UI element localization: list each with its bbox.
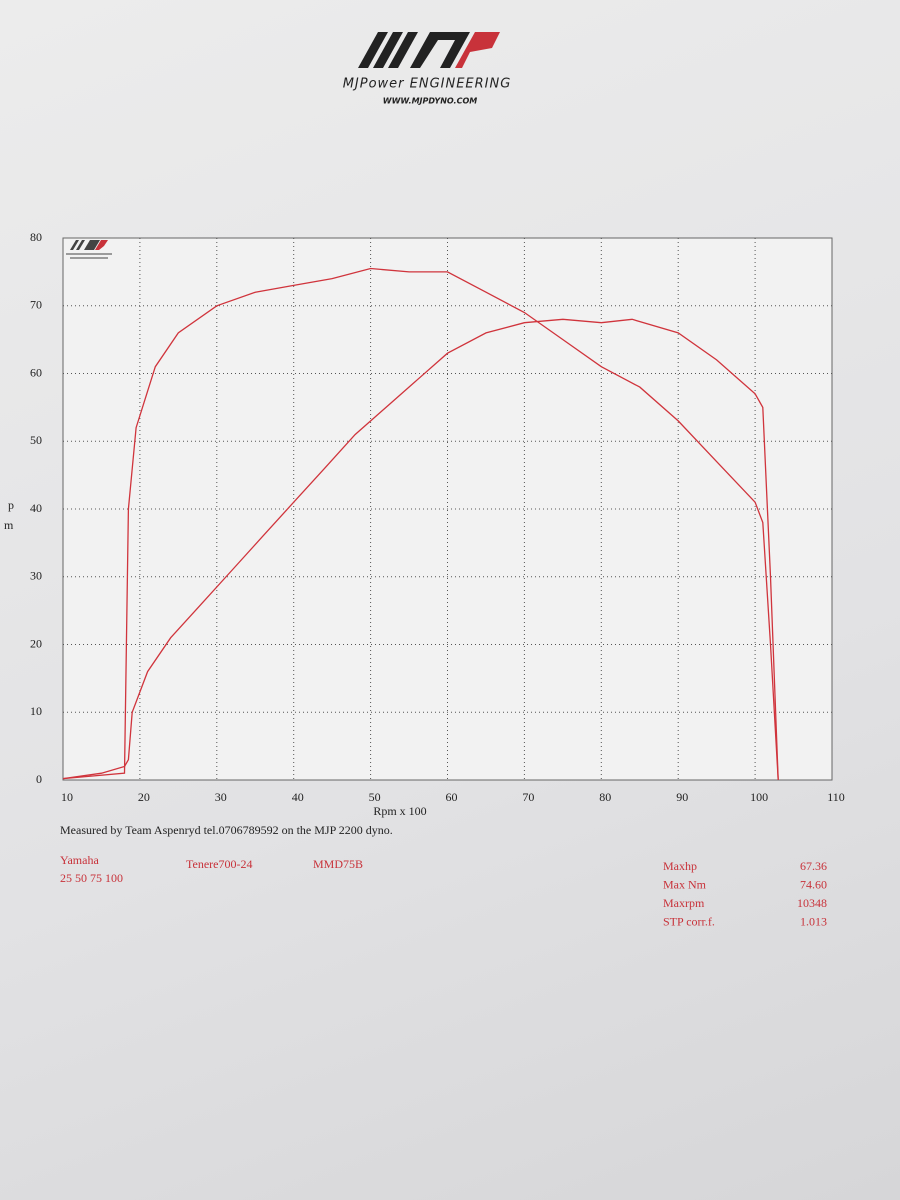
x-tick-label: 80 <box>599 790 611 804</box>
stat-label: Max Nm <box>663 877 707 891</box>
y-tick-label: 10 <box>30 704 42 718</box>
x-tick-label: 100 <box>750 790 768 804</box>
y-tick-label: 0 <box>36 772 42 786</box>
curve <box>62 267 779 781</box>
stat-value: 1.013 <box>800 914 827 928</box>
logo <box>358 32 500 68</box>
y-tick-label: 70 <box>30 298 42 312</box>
x-tick-label: 30 <box>215 790 227 804</box>
y-label: p <box>8 498 14 512</box>
x-tick-label: 60 <box>446 790 458 804</box>
model: Tenere700-24 <box>186 857 252 871</box>
stat-label: STP corr.f. <box>663 914 715 928</box>
stat-value: 74.60 <box>800 877 827 891</box>
note: Measured by Team Aspenryd tel.0706789592… <box>60 823 393 837</box>
stats: Maxhp 67.36 Max Nm 74.60 Maxrpm 10348 STP corr… <box>663 859 827 929</box>
run-id: MMD75B <box>313 857 363 871</box>
x-tick-label: 10 <box>61 790 73 804</box>
stat-label: Maxrpm <box>663 896 705 910</box>
x-tick-label: 20 <box>138 790 150 804</box>
y-tick-label: 80 <box>30 230 42 244</box>
plot-logo <box>66 240 112 259</box>
y-tick-label: 50 <box>30 433 42 447</box>
stat-value: 67.36 <box>800 859 827 873</box>
x-tick-label: 50 <box>369 790 381 804</box>
y-tick-label: 60 <box>30 365 42 379</box>
stat-label: Maxhp <box>663 859 697 873</box>
x-axis-label: Rpm x 100 <box>373 804 426 818</box>
curve <box>62 318 779 781</box>
y-tick-label: 30 <box>30 569 42 583</box>
y-tick-label: 40 <box>30 501 42 515</box>
x-tick-label: 90 <box>676 790 688 804</box>
company-url: WWW.MJPDYNO.COM <box>383 97 477 106</box>
x-tick-label: 40 <box>292 790 304 804</box>
gears: 25 50 75 100 <box>60 871 123 885</box>
y-tick-label: 20 <box>30 636 42 650</box>
make: Yamaha <box>60 853 99 867</box>
stat-value: 10348 <box>797 896 827 910</box>
x-tick-label: 110 <box>827 790 845 804</box>
y-label: m <box>4 518 14 532</box>
x-tick-label: 70 <box>522 790 534 804</box>
company-name: MJPower ENGINEERING <box>343 77 512 92</box>
